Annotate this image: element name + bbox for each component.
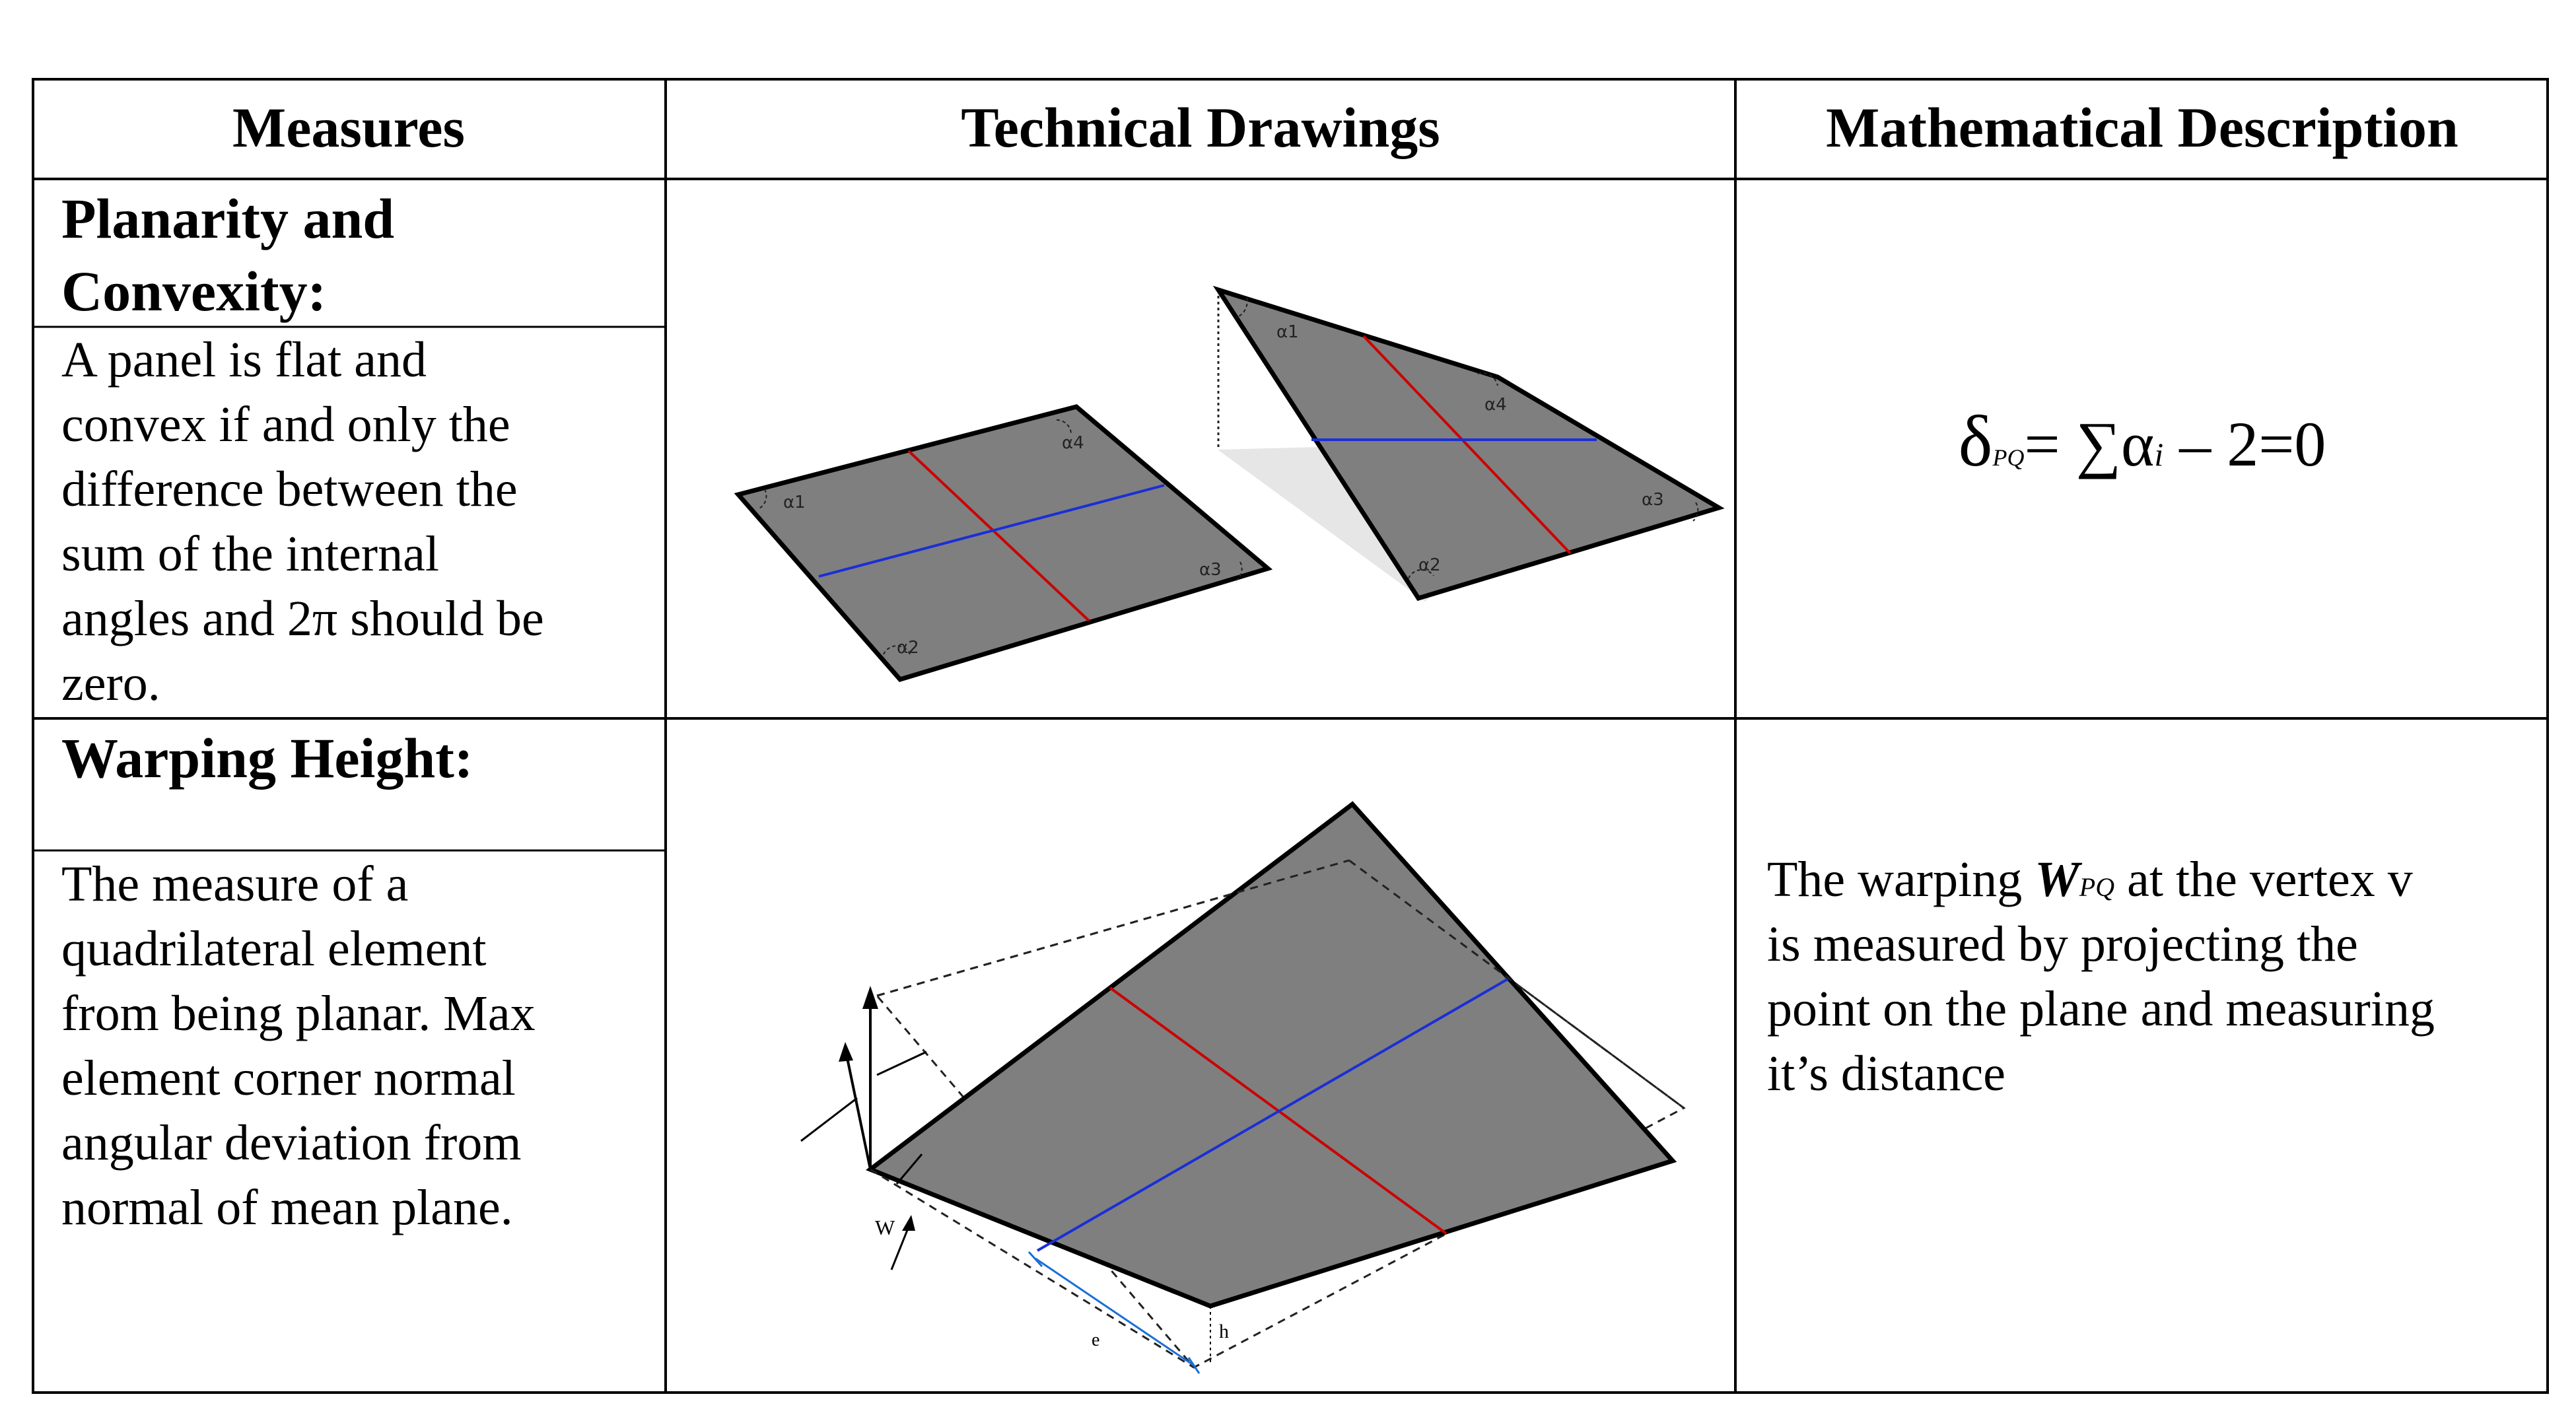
flat-label-a3: α3 — [1199, 560, 1222, 580]
planarity-desc-line3: difference between the — [61, 462, 518, 517]
header-mathematical-description: Mathematical Description — [1826, 96, 2458, 159]
flat-label-a4: α4 — [1062, 433, 1084, 453]
flat-label-a2: α2 — [897, 638, 919, 658]
warping-desc-line1: The measure of a — [61, 856, 409, 912]
label-e: e — [1092, 1330, 1099, 1350]
planarity-title-line1: Planarity and — [61, 187, 395, 250]
planarity-desc-line1: A panel is flat and — [61, 332, 427, 388]
warping-math-text-a: The warping — [1767, 852, 2035, 907]
formula-eq: = ∑α — [2024, 409, 2155, 479]
folded-panel-red-line — [1362, 335, 1572, 555]
warping-math-line4: it’s distance — [1767, 1046, 2005, 1101]
flat-panel-blue-line — [818, 484, 1165, 578]
formula-rest: – 2=0 — [2163, 409, 2326, 479]
measures-table: Measures Technical Drawings Mathematical… — [32, 78, 2549, 1394]
warping-desc-line3: from being planar. Max — [61, 986, 536, 1041]
planarity-formula: δPQ= ∑αi – 2=0 — [1735, 401, 2549, 497]
flat-label-a1: α1 — [783, 493, 806, 512]
warping-desc-line6: normal of mean plane. — [61, 1180, 513, 1235]
planarity-desc-line5: angles and 2π should be — [61, 591, 544, 646]
warping-drawing: W e h — [800, 801, 1686, 1374]
flat-panel — [734, 404, 1273, 683]
warped-element — [865, 801, 1677, 1309]
planarity-title-line2: Convexity: — [61, 259, 327, 323]
header-measures: Measures — [232, 96, 465, 159]
planarity-desc-line2: convex if and only the — [61, 397, 510, 452]
flat-panel-red-line — [907, 450, 1090, 622]
formula-sub-i: i — [2154, 436, 2164, 473]
planarity-desc-line6: zero. — [61, 656, 160, 711]
header-technical-drawings: Technical Drawings — [961, 96, 1440, 159]
warping-math-line1: The warping WPQ at the vertex v — [1767, 847, 2413, 920]
fold-label-a1: α1 — [1276, 322, 1299, 342]
warping-math-sub: PQ — [2079, 872, 2115, 902]
label-h: h — [1219, 1321, 1229, 1342]
warping-desc-line5: angular deviation from — [61, 1115, 522, 1171]
folded-panel — [1212, 285, 1725, 602]
fold-label-a3: α3 — [1642, 490, 1664, 510]
formula-delta: δ — [1958, 401, 1993, 481]
warping-math-w: W — [2035, 852, 2079, 907]
planarity-drawing: α1 α4 α3 α2 α1 α4 α3 α2 — [734, 285, 1725, 683]
warping-math-line2: is measured by projecting the — [1767, 916, 2358, 972]
fold-label-a2: α2 — [1418, 555, 1441, 575]
fold-label-a4: α4 — [1484, 395, 1507, 415]
label-w: W — [875, 1216, 895, 1239]
warping-desc-line2: quadrilateral element — [61, 921, 487, 977]
warped-blue-line — [1037, 978, 1508, 1252]
planarity-desc-line4: sum of the internal — [61, 526, 439, 582]
table-grid — [32, 78, 2549, 1394]
warping-desc-line4: element corner normal — [61, 1051, 516, 1106]
warping-math-line3: point on the plane and measuring — [1767, 981, 2435, 1037]
formula-sub-pq: PQ — [1992, 444, 2025, 471]
warping-title: Warping Height: — [61, 726, 473, 790]
e-dimension-line — [1035, 1257, 1195, 1367]
warping-math-text-b: at the vertex v — [2114, 852, 2413, 907]
